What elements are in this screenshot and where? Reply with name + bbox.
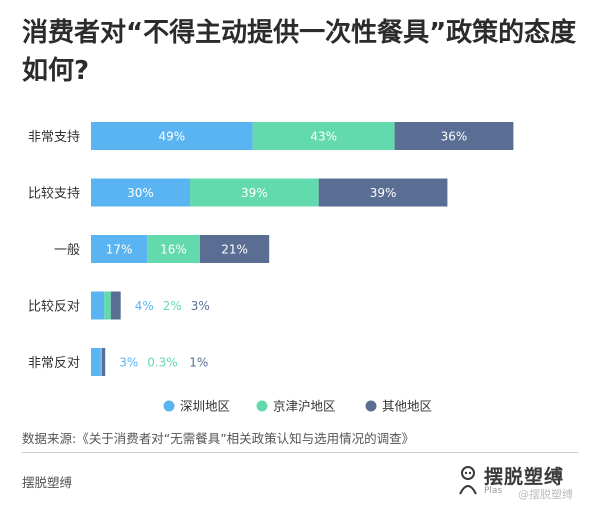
stacked-bar-chart: 非常支持 49% 43% 36% 比较支持 30% 39% 39% 一般 17% 16% 21% 比较反… bbox=[28, 122, 514, 414]
chart-title: 消费者对“不得主动提供一次性餐具”政策的态度如何? bbox=[22, 18, 577, 86]
bar-segment bbox=[91, 235, 148, 263]
bar-segment bbox=[91, 348, 101, 376]
footer-divider bbox=[22, 452, 578, 453]
data-label-outside: 4% bbox=[135, 299, 154, 313]
bar-segment bbox=[101, 348, 106, 376]
category-label: 比较支持 bbox=[28, 187, 80, 202]
bar-segment bbox=[91, 122, 253, 150]
data-label: 17% bbox=[106, 243, 133, 257]
bar-segment bbox=[199, 235, 270, 263]
category-label: 非常支持 bbox=[28, 130, 80, 145]
bar-segment bbox=[190, 178, 319, 207]
data-label: 39% bbox=[241, 186, 268, 200]
data-label: 43% bbox=[310, 130, 337, 144]
data-label: 16% bbox=[160, 243, 187, 257]
data-label-outside: 1% bbox=[189, 356, 208, 370]
data-label: 21% bbox=[221, 243, 248, 257]
legend-label: 深圳地区 bbox=[180, 399, 230, 414]
legend-marker bbox=[256, 400, 268, 412]
data-label: 36% bbox=[441, 130, 468, 144]
bar-segment bbox=[110, 291, 121, 320]
legend-label: 京津沪地区 bbox=[273, 399, 336, 414]
data-label: 30% bbox=[127, 186, 154, 200]
bar-segment bbox=[147, 235, 200, 263]
watermark: @摆脱塑缚 bbox=[518, 488, 573, 501]
bar-segment bbox=[91, 178, 190, 207]
data-source: 数据来源:《关于消费者对“无需餐具”相关政策认知与选用情况的调查》 bbox=[22, 431, 415, 446]
bar-segment bbox=[318, 178, 448, 207]
data-label-outside: 0.3% bbox=[147, 356, 178, 370]
legend-marker bbox=[163, 400, 175, 412]
data-label: 49% bbox=[159, 130, 186, 144]
category-label: 非常反对 bbox=[28, 356, 80, 371]
logo-subtext: Plas bbox=[484, 486, 503, 496]
bar-segment bbox=[91, 291, 105, 320]
legend-label: 其他地区 bbox=[382, 399, 432, 414]
bar-segment bbox=[252, 122, 395, 150]
bar-segment bbox=[394, 122, 514, 150]
plastic-free-icon bbox=[459, 466, 477, 495]
data-label-outside: 2% bbox=[163, 299, 182, 313]
bar-segment bbox=[104, 291, 111, 320]
brand-logo: 摆脱塑缚 Plas bbox=[456, 460, 586, 502]
category-label: 比较反对 bbox=[28, 300, 80, 315]
category-label: 一般 bbox=[54, 242, 80, 258]
data-label: 39% bbox=[370, 186, 397, 200]
legend-marker bbox=[365, 400, 377, 412]
data-label-outside: 3% bbox=[191, 299, 210, 313]
data-label-outside: 3% bbox=[119, 356, 138, 370]
brand-name: 摆脱塑缚 bbox=[22, 475, 73, 490]
logo-text: 摆脱塑缚 bbox=[484, 466, 565, 488]
bar-segment bbox=[100, 348, 102, 376]
